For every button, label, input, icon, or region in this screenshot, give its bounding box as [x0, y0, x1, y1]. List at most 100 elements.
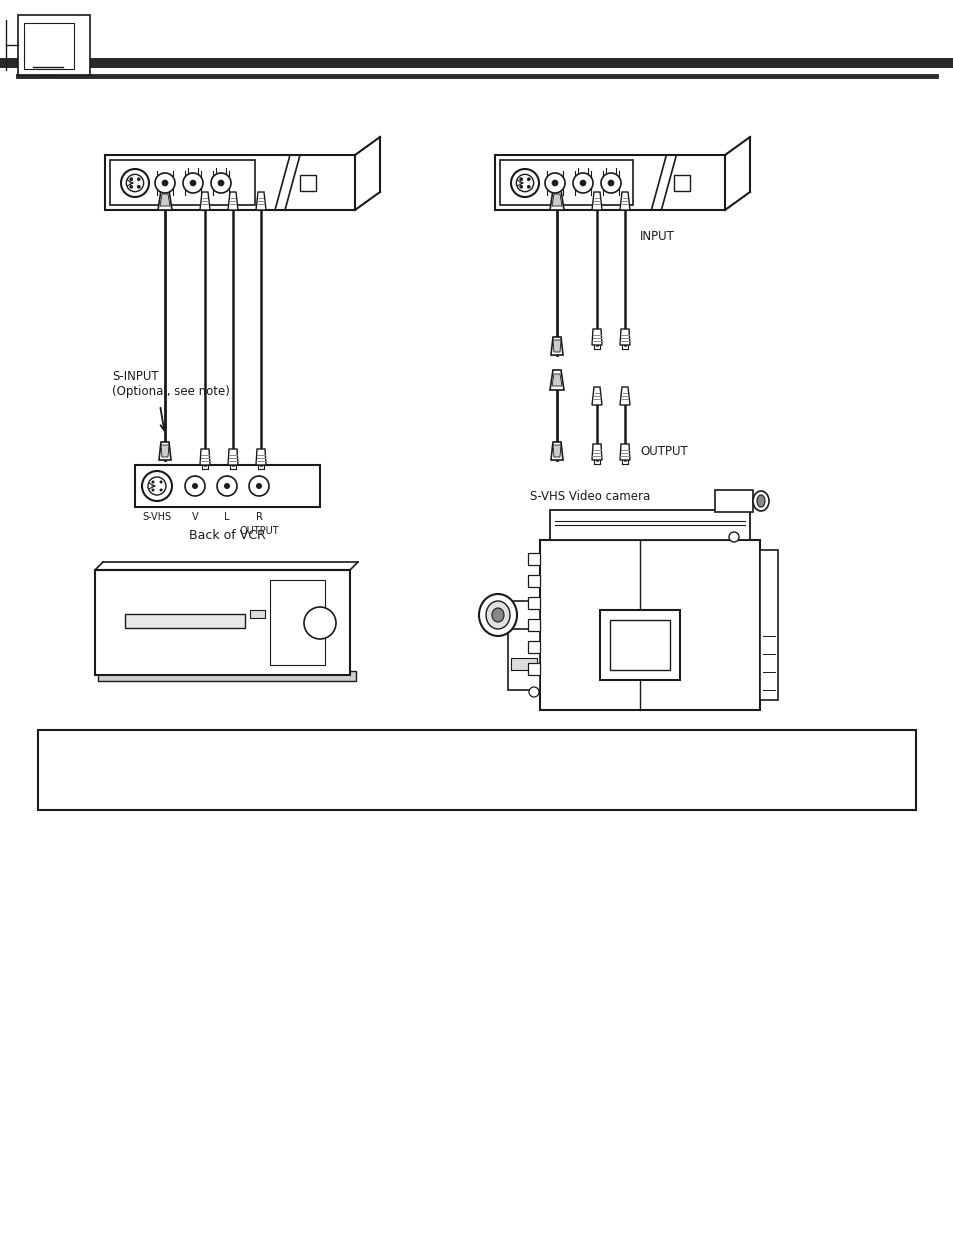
Bar — [507, 605, 539, 690]
Circle shape — [152, 480, 154, 483]
Bar — [95, 571, 350, 676]
Circle shape — [218, 180, 224, 186]
Circle shape — [224, 483, 230, 489]
Polygon shape — [592, 329, 601, 345]
Circle shape — [152, 489, 154, 492]
Ellipse shape — [492, 608, 503, 622]
Circle shape — [162, 180, 168, 186]
Text: OUTPUT: OUTPUT — [239, 526, 278, 536]
Text: Back of VCR: Back of VCR — [189, 529, 265, 542]
Text: S-VHS: S-VHS — [142, 513, 172, 522]
Circle shape — [728, 532, 739, 542]
Bar — [674, 175, 690, 191]
Polygon shape — [255, 450, 266, 466]
Circle shape — [249, 475, 269, 496]
Circle shape — [130, 178, 132, 180]
Circle shape — [190, 180, 195, 186]
Bar — [714, 490, 752, 513]
Text: S-VHS Video camera: S-VHS Video camera — [530, 490, 650, 503]
Bar — [250, 610, 265, 618]
Circle shape — [142, 471, 172, 501]
Polygon shape — [592, 387, 601, 405]
Ellipse shape — [478, 594, 517, 636]
Polygon shape — [200, 191, 210, 210]
Ellipse shape — [485, 601, 510, 629]
Polygon shape — [619, 445, 629, 459]
Bar — [609, 620, 669, 671]
Bar — [18, 15, 90, 75]
Text: L: L — [224, 513, 230, 522]
Text: R: R — [255, 513, 262, 522]
Bar — [511, 658, 537, 671]
Polygon shape — [553, 340, 560, 352]
Text: OUTPUT: OUTPUT — [639, 445, 687, 458]
Bar — [495, 156, 724, 210]
Circle shape — [255, 483, 262, 489]
Circle shape — [130, 185, 132, 188]
Polygon shape — [158, 190, 172, 210]
Ellipse shape — [752, 492, 768, 511]
Circle shape — [216, 475, 236, 496]
Circle shape — [573, 173, 593, 193]
Circle shape — [192, 483, 198, 489]
Polygon shape — [161, 445, 169, 457]
Circle shape — [137, 178, 140, 180]
Bar — [527, 576, 539, 587]
Circle shape — [159, 480, 162, 483]
Circle shape — [159, 489, 162, 492]
Bar — [98, 671, 355, 680]
Polygon shape — [619, 191, 629, 210]
Bar — [497, 601, 539, 629]
Bar — [760, 550, 778, 700]
Polygon shape — [550, 190, 563, 210]
Bar — [527, 641, 539, 653]
Bar — [24, 23, 74, 69]
Circle shape — [126, 174, 144, 191]
Bar — [527, 597, 539, 609]
Bar — [105, 156, 355, 210]
Circle shape — [516, 174, 533, 191]
Polygon shape — [619, 387, 629, 405]
Polygon shape — [228, 450, 237, 466]
Circle shape — [185, 475, 205, 496]
Polygon shape — [619, 329, 629, 345]
Bar — [550, 510, 749, 540]
Polygon shape — [228, 191, 237, 210]
Bar — [599, 610, 679, 680]
Circle shape — [137, 185, 140, 188]
Circle shape — [183, 173, 203, 193]
Circle shape — [154, 173, 174, 193]
Circle shape — [121, 169, 149, 198]
Bar — [270, 580, 325, 664]
Polygon shape — [255, 191, 266, 210]
Polygon shape — [551, 442, 562, 459]
Circle shape — [211, 173, 231, 193]
Polygon shape — [159, 442, 171, 459]
Circle shape — [552, 180, 558, 186]
Bar — [38, 730, 915, 810]
Circle shape — [544, 173, 564, 193]
Bar — [110, 161, 254, 205]
Circle shape — [519, 185, 522, 188]
Circle shape — [607, 180, 614, 186]
Circle shape — [529, 687, 538, 697]
Polygon shape — [592, 191, 601, 210]
Polygon shape — [551, 337, 562, 354]
Polygon shape — [550, 370, 563, 390]
Text: INPUT: INPUT — [639, 230, 674, 243]
Bar — [125, 614, 245, 629]
Polygon shape — [552, 194, 561, 206]
Circle shape — [519, 178, 522, 180]
Circle shape — [527, 185, 530, 188]
Circle shape — [527, 178, 530, 180]
Polygon shape — [553, 445, 560, 457]
Bar — [527, 619, 539, 631]
Circle shape — [579, 180, 585, 186]
Bar — [299, 175, 315, 191]
Circle shape — [304, 606, 335, 638]
Text: V: V — [192, 513, 198, 522]
Bar — [0, 58, 953, 68]
Circle shape — [600, 173, 620, 193]
Bar — [135, 466, 319, 508]
Bar — [539, 540, 760, 710]
